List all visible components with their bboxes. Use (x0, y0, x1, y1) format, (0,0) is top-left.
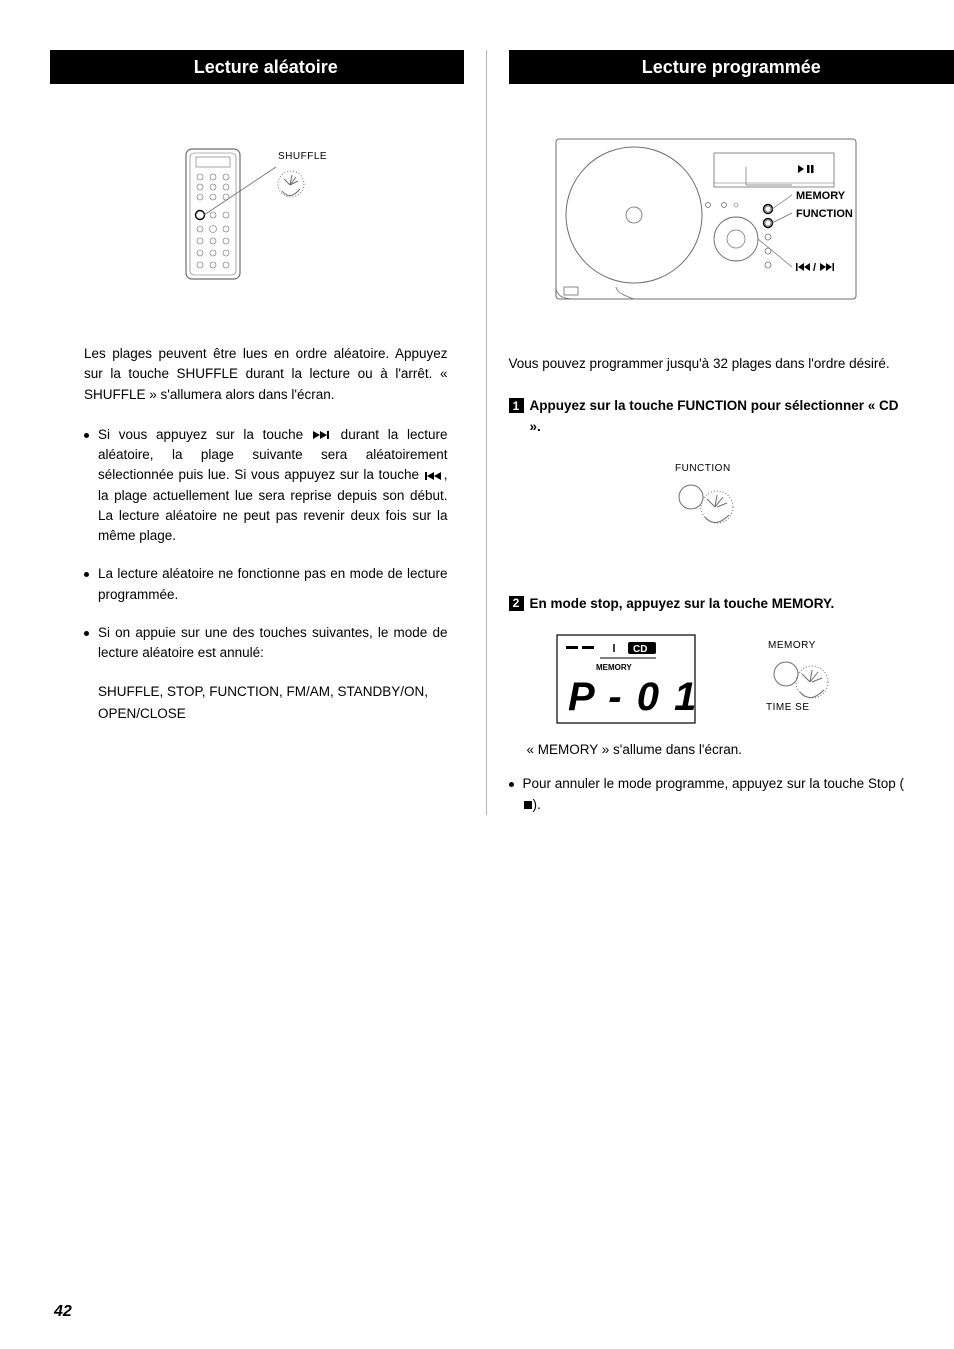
memory-note: « MEMORY » s'allume dans l'écran. (527, 740, 905, 760)
page-number: 42 (54, 1303, 72, 1321)
stop-icon (523, 800, 533, 810)
right-title-bar: Lecture programmée (509, 50, 954, 84)
step1-diagram: FUNCTION (509, 459, 905, 544)
time-set-label: TIME SE (766, 702, 810, 713)
shuffle-label: SHUFFLE (278, 151, 327, 162)
bullet-3-list: SHUFFLE, STOP, FUNCTION, FM/AM, STANDBY/… (98, 681, 448, 724)
b1a: Si vous appuyez sur la touche (98, 427, 312, 442)
step-1-text: Appuyez sur la touche FUNCTION pour séle… (530, 396, 905, 437)
n2a: Pour annuler le mode programme, appuyez … (523, 776, 905, 791)
step-2-text: En mode stop, appuyez sur la touche MEMO… (530, 594, 835, 614)
function-press-svg: FUNCTION (651, 459, 761, 539)
lcd-display: CD MEMORY P - 0 1 (556, 634, 696, 724)
right-title: Lecture programmée (642, 57, 821, 78)
next-track-icon (312, 430, 332, 440)
bullet-1: Si vous appuyez sur la touche durant la … (84, 425, 448, 547)
step2-diagram: CD MEMORY P - 0 1 MEMORY (509, 634, 905, 724)
cd-badge: CD (633, 644, 647, 655)
remote-diagram: SHUFFLE (68, 124, 464, 304)
device-diagram: MEMORY FUNCTION / (509, 124, 905, 314)
column-divider (486, 50, 487, 815)
step-2: 2 En mode stop, appuyez sur la touche ME… (509, 594, 905, 614)
remote-svg: SHUFFLE (166, 139, 366, 289)
step-1-num: 1 (509, 398, 524, 413)
label-memory: MEMORY (796, 190, 846, 202)
left-bullets: Si vous appuyez sur la touche durant la … (84, 425, 448, 664)
bullet-3: Si on appuie sur une des touches suivant… (84, 623, 448, 664)
left-intro: Les plages peuvent être lues en ordre al… (84, 344, 448, 405)
left-title-bar: Lecture aléatoire (50, 50, 464, 84)
n2b: ). (533, 797, 541, 812)
left-column: Lecture aléatoire (68, 50, 484, 815)
function-label: FUNCTION (675, 463, 731, 474)
left-title: Lecture aléatoire (194, 57, 338, 78)
svg-text:/: / (813, 262, 816, 274)
right-column: Lecture programmée (489, 50, 905, 815)
cancel-note: Pour annuler le mode programme, appuyez … (509, 774, 905, 815)
memory-small: MEMORY (596, 663, 632, 672)
memory-press-svg: MEMORY TIME SE (746, 634, 856, 724)
memory-btn-label: MEMORY (768, 640, 816, 651)
step-2-num: 2 (509, 596, 524, 611)
prev-track-icon (424, 471, 444, 481)
right-small-bullets: Pour annuler le mode programme, appuyez … (509, 774, 905, 815)
step-1: 1 Appuyez sur la touche FUNCTION pour sé… (509, 396, 905, 437)
bullet-2: La lecture aléatoire ne fonctionne pas e… (84, 564, 448, 605)
display-main: P - 0 1 (568, 675, 696, 719)
right-intro: Vous pouvez programmer jusqu'à 32 plages… (509, 354, 905, 374)
device-svg: MEMORY FUNCTION / (546, 129, 866, 309)
label-function: FUNCTION (796, 208, 853, 220)
